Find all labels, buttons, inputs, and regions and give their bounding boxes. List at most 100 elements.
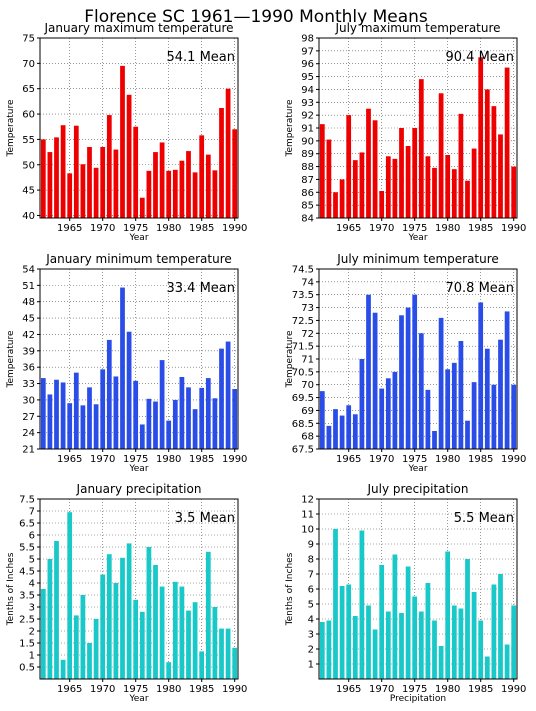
y-axis-label: Tenths of Inches [285, 552, 295, 626]
x-tick-label: 1975 [402, 454, 427, 465]
bar [478, 620, 484, 679]
y-tick-label: 3 [29, 603, 35, 614]
y-tick-label: 48 [22, 297, 35, 308]
bar [93, 404, 99, 449]
bar [179, 160, 185, 218]
bar [412, 294, 418, 449]
bar [100, 147, 106, 218]
bar [498, 574, 503, 679]
y-tick-label: 5.5 [19, 543, 35, 554]
bar [372, 312, 378, 449]
bar [126, 543, 132, 679]
bar [67, 403, 73, 449]
bar [153, 565, 158, 679]
bar [339, 179, 345, 218]
y-tick-label: 7 [308, 570, 314, 581]
y-tick-label: 10 [301, 525, 314, 536]
y-axis-label: Temperature [285, 99, 295, 157]
bar [498, 134, 503, 218]
bar [133, 599, 139, 679]
bar [465, 180, 470, 218]
bar [60, 382, 66, 449]
mean-annotation: 5.5 Mean [454, 511, 514, 526]
y-tick-label: 2.5 [19, 615, 35, 626]
mean-annotation: 70.8 Mean [446, 281, 515, 296]
plot-frame [39, 498, 239, 680]
y-tick-label: 93 [301, 98, 314, 109]
bar [133, 126, 139, 218]
y-tick-label: 90 [301, 136, 314, 147]
bar [67, 173, 73, 218]
y-tick-label: 21 [22, 445, 35, 456]
bar [40, 378, 46, 449]
panel-title: July maximum temperature [334, 21, 500, 35]
bar [346, 115, 352, 218]
bar [120, 287, 125, 449]
y-tick-label: 6 [308, 585, 314, 596]
bar [100, 574, 106, 679]
bar [392, 554, 398, 679]
y-tick-label: 86 [301, 188, 314, 199]
x-tick-label: 1980 [435, 684, 460, 695]
bar [352, 414, 358, 449]
bar [54, 379, 59, 449]
bar [47, 559, 53, 679]
x-axis-label: Year [128, 233, 148, 243]
bar [179, 586, 185, 679]
y-tick-label: 88 [301, 162, 314, 173]
bar [172, 169, 178, 218]
bar [504, 644, 510, 679]
bar [405, 307, 411, 449]
x-tick-label: 1970 [369, 684, 394, 695]
bar [225, 341, 231, 449]
bar [478, 302, 484, 449]
bar [326, 620, 332, 679]
x-tick-label: 1990 [501, 684, 526, 695]
y-tick-label: 98 [301, 34, 314, 45]
bar [186, 151, 191, 218]
bar [451, 605, 457, 679]
bar [412, 128, 418, 218]
bar [352, 616, 358, 679]
y-tick-label: 87 [301, 175, 314, 186]
bar [432, 167, 437, 218]
bar [392, 158, 398, 218]
panel-title: January minimum temperature [45, 252, 232, 266]
mean-annotation: 33.4 Mean [167, 281, 236, 296]
bar [212, 398, 218, 449]
y-tick-label: 50 [22, 160, 35, 171]
mean-annotation: 3.5 Mean [175, 511, 235, 526]
bar [445, 155, 451, 218]
x-tick-label: 1980 [156, 684, 181, 695]
y-tick-label: 71 [301, 355, 314, 366]
y-tick-label: 4.5 [19, 567, 35, 578]
y-tick-label: 54 [22, 265, 35, 276]
bar [80, 164, 86, 218]
bar [339, 415, 345, 449]
x-tick-label: 1975 [402, 684, 427, 695]
bar [326, 139, 332, 218]
bar [458, 608, 464, 679]
y-axis-label: Temperature [6, 330, 16, 388]
bar [333, 529, 338, 679]
y-tick-label: 51 [22, 281, 35, 292]
bar [47, 394, 53, 449]
bar [219, 107, 224, 218]
bar [212, 170, 218, 218]
bar [139, 424, 145, 449]
y-tick-label: 7.5 [19, 495, 35, 506]
x-tick-label: 1965 [57, 684, 82, 695]
mean-annotation: 90.4 Mean [446, 50, 515, 65]
bar [186, 610, 191, 679]
y-tick-label: 70 [301, 380, 314, 391]
bar [113, 149, 119, 218]
bar [100, 369, 106, 449]
x-tick-label: 1980 [156, 223, 181, 234]
bar [73, 615, 79, 679]
bar [67, 512, 73, 679]
bar [418, 79, 424, 219]
x-tick-label: 1985 [189, 684, 214, 695]
bar [425, 583, 431, 679]
y-tick-label: 73 [301, 303, 314, 314]
chart-panel: January precipitation 0.511.522.533.544.5… [6, 482, 247, 704]
